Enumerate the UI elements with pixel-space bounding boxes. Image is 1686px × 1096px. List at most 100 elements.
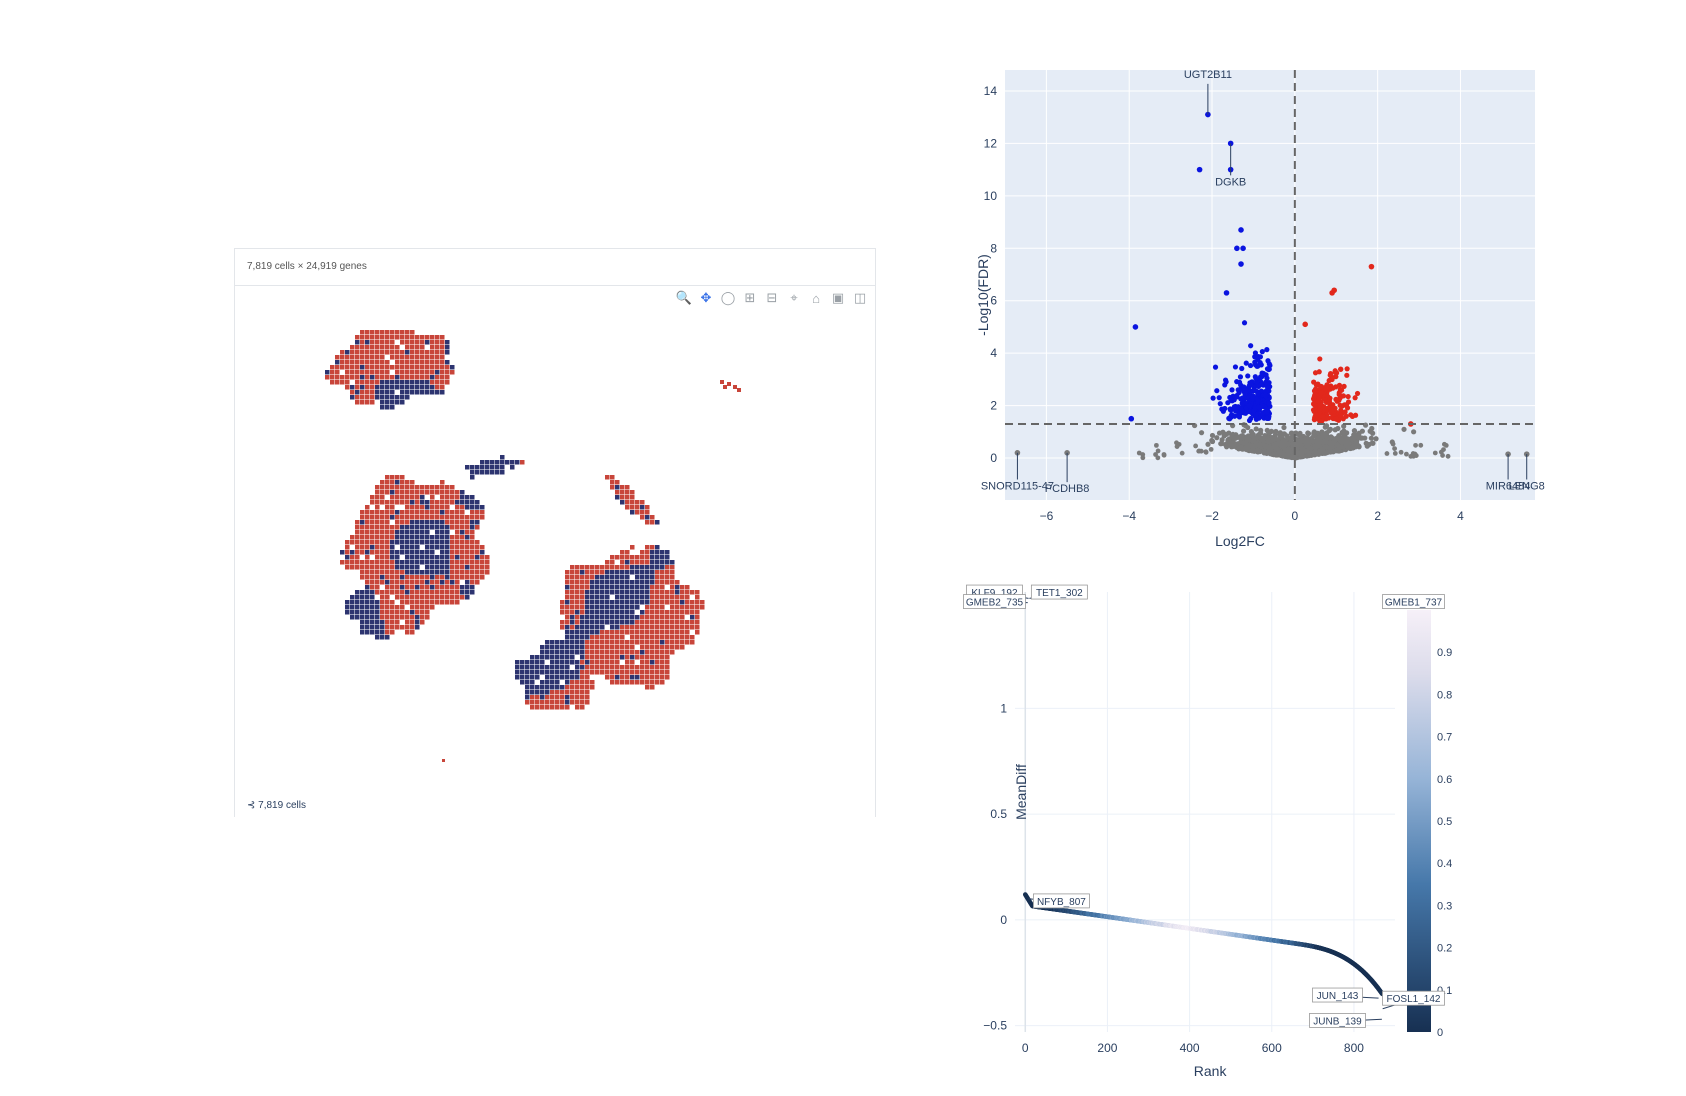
cell-point — [645, 505, 650, 510]
cell-point — [590, 575, 595, 580]
cell-point — [350, 550, 355, 555]
cell-point — [520, 660, 525, 665]
cell-point — [405, 485, 410, 490]
down-point — [1247, 388, 1254, 394]
cell-point — [380, 590, 385, 595]
cell-point — [650, 605, 655, 610]
cell-point — [365, 530, 370, 535]
cell-point — [385, 595, 390, 600]
cell-point — [425, 505, 430, 510]
zoom-icon[interactable]: 🔍 — [675, 290, 693, 305]
cell-point — [585, 585, 590, 590]
cell-point — [410, 560, 415, 565]
ns-point — [1321, 439, 1327, 445]
cell-point — [400, 605, 405, 610]
cell-point — [525, 670, 530, 675]
cell-point — [645, 670, 650, 675]
cell-point — [570, 610, 575, 615]
cell-point — [625, 485, 630, 490]
ns-point — [1261, 450, 1267, 456]
cell-point — [645, 675, 650, 680]
cell-point — [460, 510, 465, 515]
lasso-icon[interactable]: ◯ — [720, 290, 736, 305]
ns-point — [1312, 443, 1318, 449]
cell-point — [575, 630, 580, 635]
cell-point — [585, 645, 590, 650]
cell-point — [395, 345, 400, 350]
cell-point — [480, 575, 485, 580]
cell-point — [655, 625, 660, 630]
cell-point — [570, 655, 575, 660]
rank-plot[interactable]: 0200400600800−0.500.51Fdr00.10.20.30.40.… — [963, 552, 1570, 1079]
cell-point — [620, 640, 625, 645]
cell-point — [575, 595, 580, 600]
zoom-out-icon[interactable]: ⊟ — [766, 290, 778, 305]
cell-point — [570, 670, 575, 675]
cell-point — [385, 480, 390, 485]
cell-point — [395, 485, 400, 490]
cell-point — [565, 635, 570, 640]
pan-icon[interactable]: ✥ — [700, 290, 712, 305]
cell-point — [465, 500, 470, 505]
cell-point — [420, 360, 425, 365]
cell-point — [410, 505, 415, 510]
cell-point — [385, 560, 390, 565]
cell-point — [375, 505, 380, 510]
cell-point — [595, 600, 600, 605]
cell-point — [435, 540, 440, 545]
cell-point — [625, 625, 630, 630]
cell-point — [415, 550, 420, 555]
volcano-plot[interactable]: −6 −4 −2 0 2 402468101214UGT2B11DGKBSNORD115-… — [975, 46, 1570, 549]
cell-point — [455, 590, 460, 595]
cell-point — [733, 385, 737, 389]
cell-point — [560, 685, 565, 690]
zoom-in-icon[interactable]: ⊞ — [744, 290, 756, 305]
cell-point — [420, 515, 425, 520]
x-axis-label: Log2FC — [1215, 533, 1265, 549]
cell-point — [425, 530, 430, 535]
cell-point — [385, 510, 390, 515]
down-point — [1264, 415, 1270, 422]
cell-point — [575, 680, 580, 685]
cell-point — [650, 565, 655, 570]
cell-point — [640, 630, 645, 635]
home-icon[interactable]: ⌂ — [812, 290, 820, 306]
cell-point — [405, 370, 410, 375]
cell-point — [660, 590, 665, 595]
cell-point — [400, 540, 405, 545]
cell-point — [475, 510, 480, 515]
cell-point — [425, 380, 430, 385]
autoscale-icon[interactable]: ⌖ — [790, 290, 798, 305]
ns-point — [1323, 444, 1330, 450]
cell-point — [440, 555, 445, 560]
cell-point — [430, 555, 435, 560]
cell-point — [565, 690, 570, 695]
down-point — [1234, 394, 1240, 400]
cell-point — [625, 580, 630, 585]
cell-point — [440, 490, 445, 495]
spatial-scatter[interactable] — [235, 285, 875, 805]
cell-point — [590, 655, 595, 660]
cell-point — [525, 675, 530, 680]
cell-point — [350, 360, 355, 365]
cell-point — [620, 575, 625, 580]
panel-icon[interactable]: ◫ — [853, 290, 867, 305]
cell-point — [410, 330, 415, 335]
cell-point — [470, 465, 475, 470]
cell-point — [375, 565, 380, 570]
cell-point — [340, 375, 345, 380]
cell-point — [580, 640, 585, 645]
cell-point — [500, 455, 505, 460]
cell-point — [390, 585, 395, 590]
cell-point — [600, 660, 605, 665]
cell-point — [455, 560, 460, 565]
cell-point — [425, 520, 430, 525]
cell-point — [410, 565, 415, 570]
cell-point — [360, 605, 365, 610]
spatial-header: 7,819 cells × 24,919 genes — [235, 249, 875, 286]
cell-point — [440, 550, 445, 555]
cell-point — [355, 555, 360, 560]
camera-icon[interactable]: ▣ — [831, 290, 845, 305]
cell-point — [635, 615, 640, 620]
cell-point — [595, 585, 600, 590]
